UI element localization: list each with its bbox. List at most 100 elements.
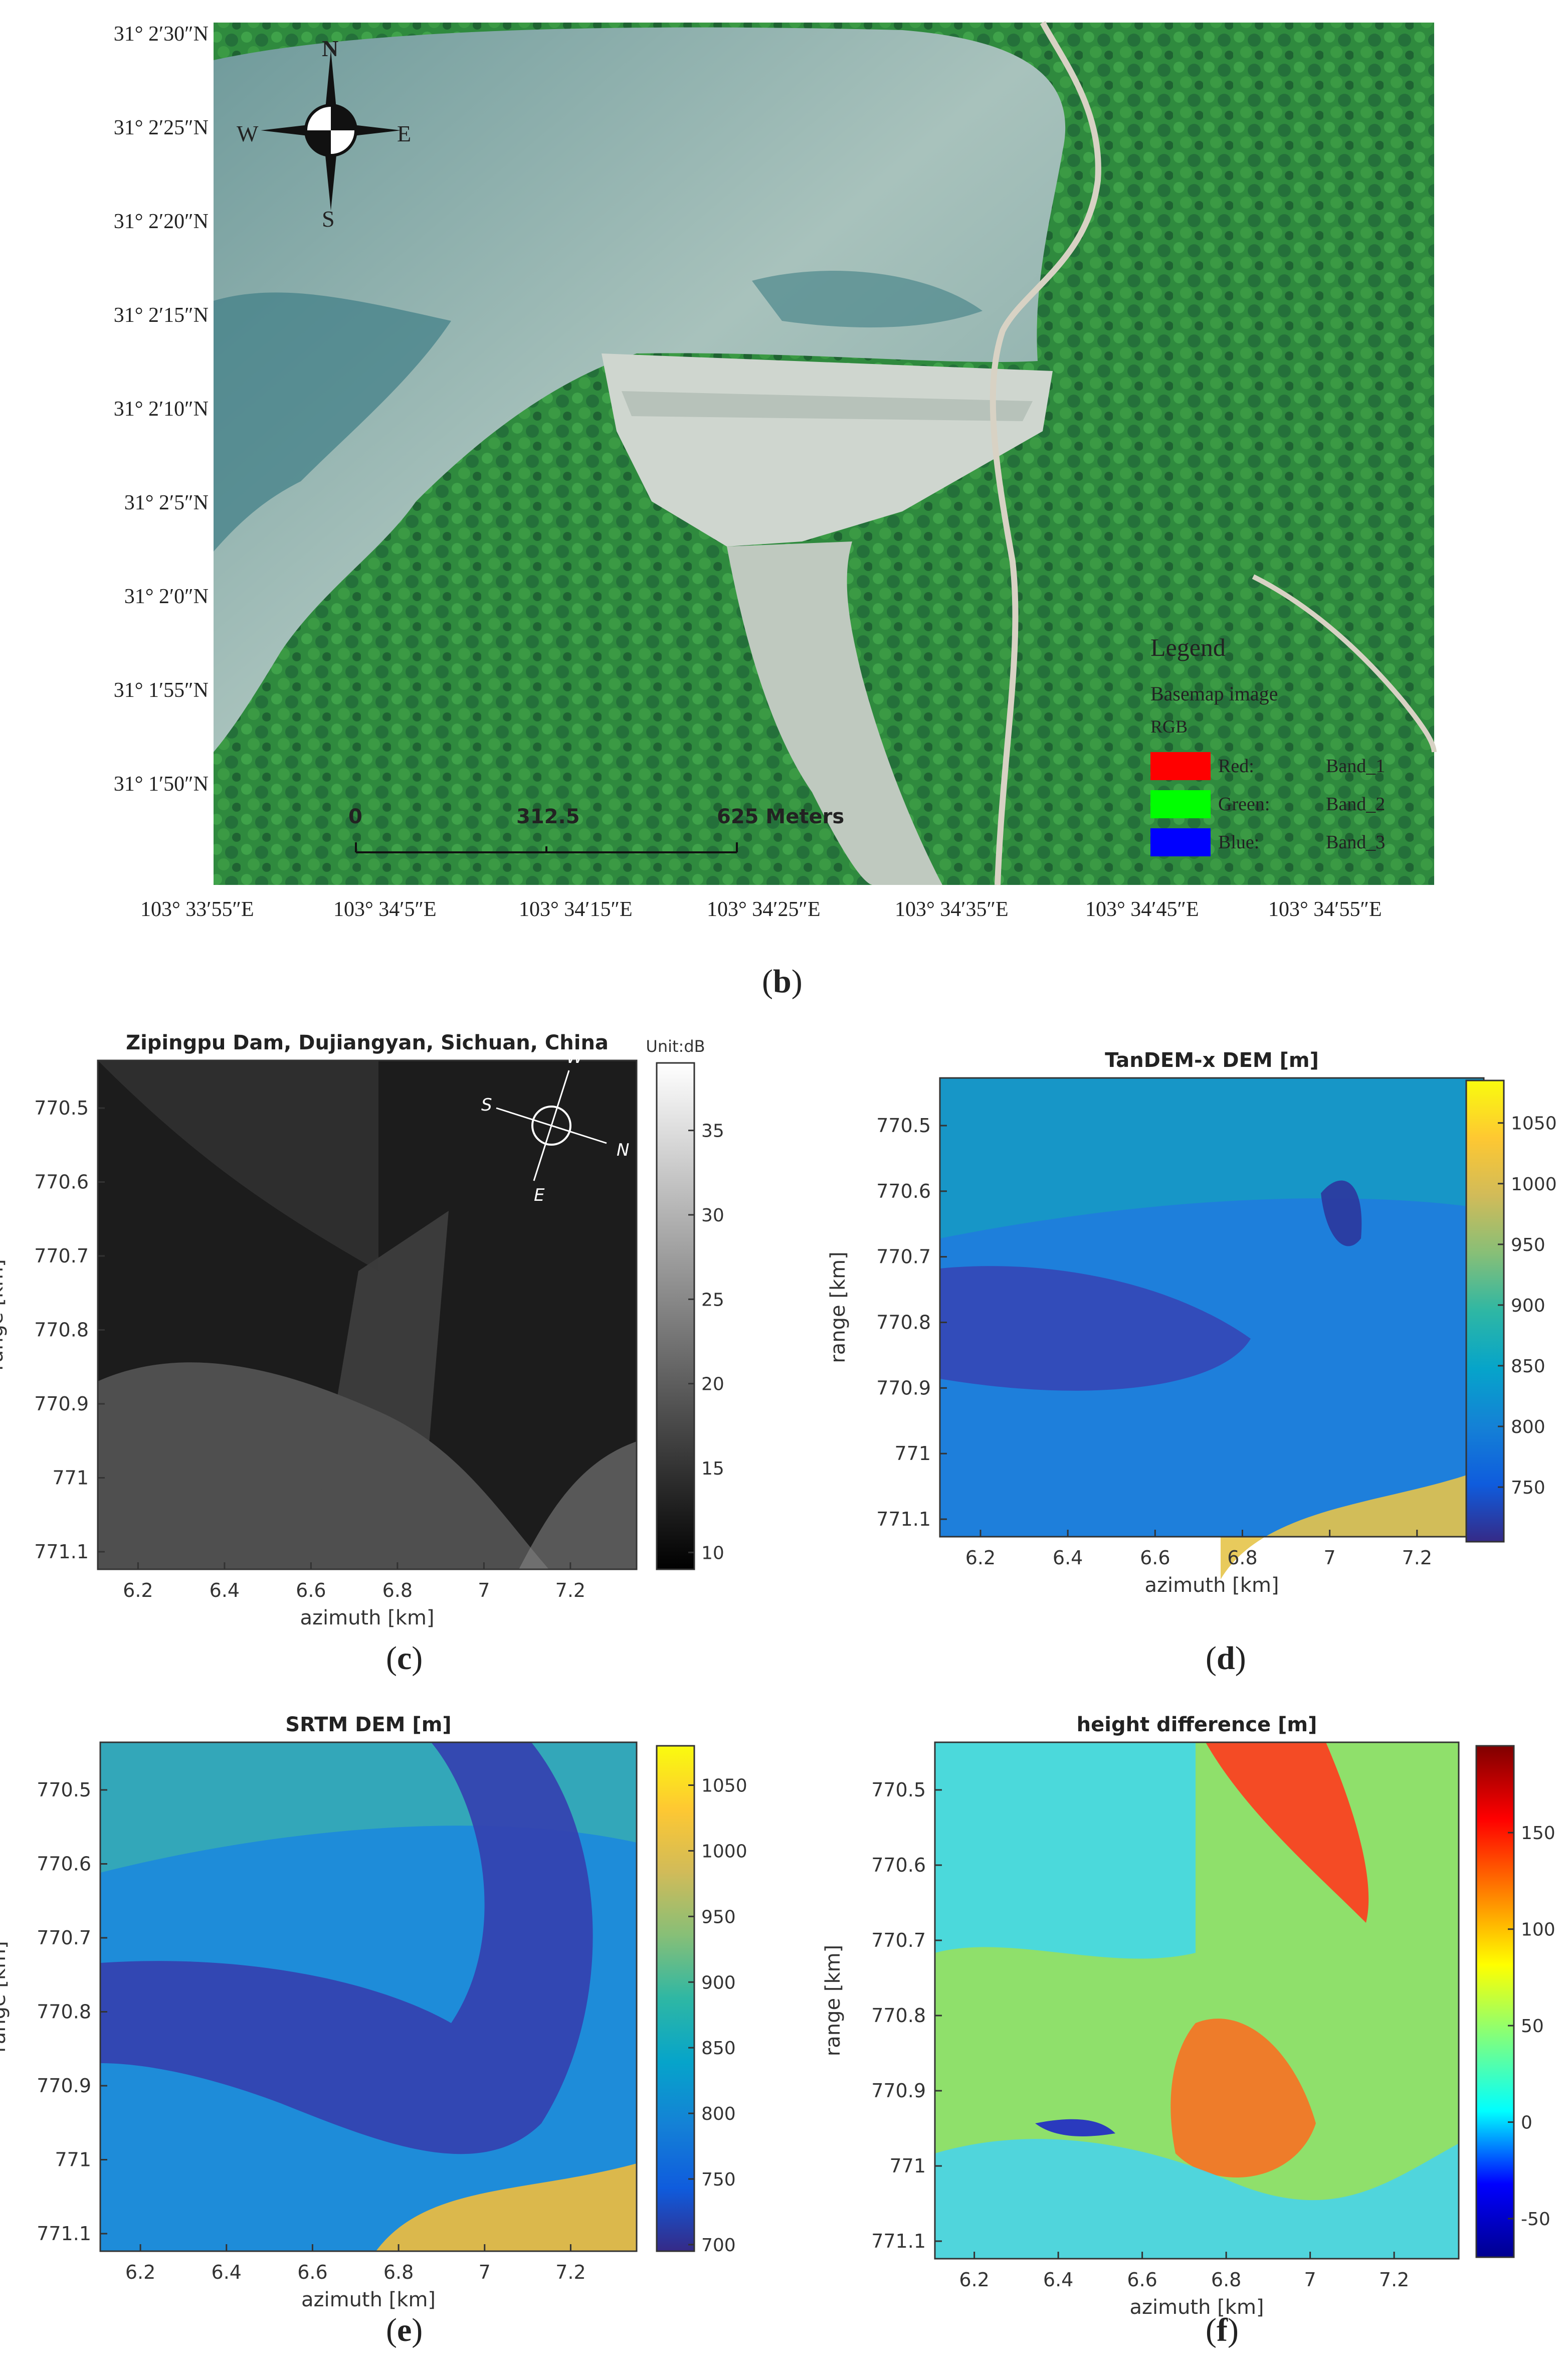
longitude-labels: 103° 33′55″E 103° 34′5″E 103° 34′15″E 10… — [0, 897, 1568, 928]
legend-band: Band_1 — [1326, 756, 1386, 777]
y-tick-label: 770.9 — [876, 1377, 931, 1399]
x-tick-label: 6.2 — [965, 1547, 996, 1569]
lon-label: 103° 34′45″E — [1085, 898, 1199, 921]
x-tick-label: 7 — [479, 2261, 491, 2283]
y-tick-label: 771.1 — [871, 2230, 926, 2252]
x-tick-label: 6.4 — [210, 1579, 240, 1601]
legend-swatch — [1150, 752, 1211, 780]
legend-subtitle: Basemap image — [1150, 682, 1278, 705]
colorbar-tick-label: 800 — [1511, 1417, 1545, 1437]
x-tick-label: 6.6 — [1140, 1547, 1170, 1569]
heatmap-surface — [98, 1060, 637, 1569]
legend-title: Legend — [1150, 633, 1226, 661]
colorbar-tick-label: 700 — [701, 2235, 736, 2256]
x-tick-label: 7 — [1324, 1547, 1336, 1569]
x-tick-label: 7 — [478, 1579, 490, 1601]
y-tick-label: 771 — [894, 1442, 931, 1465]
y-tick-label: 771.1 — [37, 2223, 91, 2245]
x-tick-label: 6.4 — [1053, 1547, 1083, 1569]
y-tick-label: 770.5 — [34, 1097, 89, 1119]
y-tick-label: 770.5 — [37, 1779, 91, 1801]
x-tick-label: 6.4 — [1043, 2269, 1073, 2291]
y-axis-label: range [km] — [827, 1251, 850, 1363]
chart-title: height difference [m] — [1077, 1713, 1317, 1736]
heatmap-region — [98, 1060, 378, 1271]
x-tick-label: 6.8 — [1227, 1547, 1257, 1569]
scale-zero: 0 — [348, 805, 362, 828]
lat-label: 31° 2′15″N — [113, 304, 209, 327]
y-tick-label: 770.6 — [871, 1854, 926, 1876]
scale-mid: 312.5 — [516, 805, 580, 828]
y-tick-label: 770.8 — [871, 2005, 926, 2027]
compass-n: N — [322, 36, 339, 61]
x-tick-label: 6.2 — [123, 1579, 153, 1601]
heatmap-region — [376, 2163, 637, 2251]
heatmap-region — [1221, 1469, 1484, 1579]
colorbar-tick-label: 20 — [701, 1374, 724, 1395]
panel-label-d: (d) — [1206, 1640, 1246, 1677]
x-tick-label: 7.2 — [1379, 2269, 1409, 2291]
y-tick-label: 770.6 — [876, 1180, 931, 1202]
colorbar-tick-label: 15 — [701, 1459, 724, 1479]
colorbar-tick-label: 35 — [701, 1121, 724, 1142]
colorbar-tick-label: 1000 — [701, 1841, 747, 1862]
heatmap-region — [935, 1742, 1196, 1959]
heatmap-region — [519, 1441, 637, 1569]
legend-swatch-label: Green: — [1218, 794, 1270, 815]
colorbar-tick-label: 850 — [701, 2038, 736, 2059]
colorbar — [656, 1745, 695, 2252]
colorbar-tick-label: 1050 — [1511, 1114, 1557, 1134]
colorbar-tick-label: 100 — [1521, 1920, 1555, 1940]
y-tick-label: 770.6 — [34, 1171, 89, 1193]
plot-frame — [99, 1741, 638, 2252]
heatmap-region — [1206, 1742, 1369, 1923]
colorbar-tick-label: 800 — [701, 2104, 736, 2124]
lat-label: 31° 2′30″N — [113, 23, 209, 46]
heatmap-surface — [100, 1742, 637, 2251]
legend-band: Band_3 — [1326, 832, 1386, 853]
x-tick-label: 7.2 — [555, 1579, 585, 1601]
lon-label: 103° 34′5″E — [333, 898, 437, 921]
chart-title: TanDEM-x DEM [m] — [1105, 1049, 1319, 1072]
y-tick-label: 770.5 — [876, 1115, 931, 1137]
colorbar-unit: Unit:dB — [646, 1037, 705, 1056]
compass-rose-icon: W S N E — [481, 1047, 629, 1205]
scale-bar — [355, 842, 738, 853]
heatmap-region — [1035, 2119, 1115, 2136]
colorbar-tick-label: 900 — [701, 1972, 736, 1993]
scale-end: 625 Meters — [717, 805, 845, 828]
chart-title: Zipingpu Dam, Dujiangyan, Sichuan, China — [126, 1031, 609, 1054]
colorbar-tick-label: 10 — [701, 1543, 724, 1563]
compass-e: E — [534, 1185, 545, 1205]
y-tick-label: 770.9 — [37, 2075, 91, 2097]
legend-band: Band_2 — [1326, 794, 1386, 815]
y-axis-label: range [km] — [0, 1941, 10, 2052]
lat-label: 31° 1′55″N — [113, 679, 209, 702]
heatmap-region — [1170, 2019, 1316, 2177]
y-tick-label: 771 — [889, 2155, 926, 2177]
heatmap-surface — [940, 1078, 1484, 1579]
colorbar-tick-label: 950 — [701, 1907, 736, 1927]
heatmap-surface — [935, 1742, 1459, 2259]
y-tick-label: 771 — [52, 1467, 89, 1489]
y-tick-label: 770.5 — [871, 1779, 926, 1801]
chart-title: SRTM DEM [m] — [285, 1713, 451, 1736]
y-tick-label: 771 — [55, 2149, 91, 2171]
lat-label: 31° 2′25″N — [113, 116, 209, 139]
legend-rgb: RGB — [1150, 716, 1188, 737]
x-tick-label: 6.6 — [1127, 2269, 1157, 2291]
colorbar — [1475, 1745, 1515, 2258]
heatmap-region — [935, 2139, 1459, 2259]
x-axis-label: azimuth [km] — [301, 2288, 436, 2311]
x-tick-label: 6.8 — [1211, 2269, 1241, 2291]
colorbar-tick-label: 30 — [701, 1205, 724, 1226]
compass-n: N — [617, 1140, 629, 1160]
y-tick-label: 771.1 — [34, 1541, 89, 1563]
legend-swatch — [1150, 790, 1211, 818]
colorbar-tick-label: 750 — [1511, 1478, 1545, 1498]
x-axis-label: azimuth [km] — [300, 1606, 434, 1629]
chart-panel-c: Zipingpu Dam, Dujiangyan, Sichuan, China… — [0, 1031, 724, 1629]
colorbar-tick-label: 900 — [1511, 1296, 1545, 1316]
lon-label: 103° 33′55″E — [140, 898, 254, 921]
x-tick-label: 6.6 — [296, 1579, 326, 1601]
